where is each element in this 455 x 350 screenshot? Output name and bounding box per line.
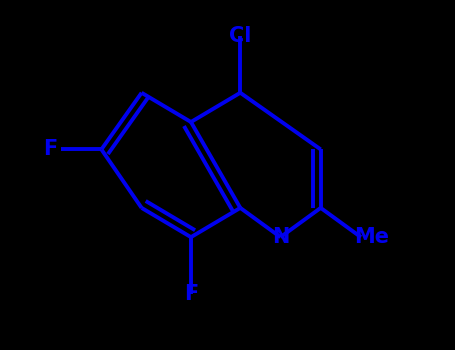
Text: F: F: [184, 284, 198, 304]
Text: Cl: Cl: [229, 26, 252, 46]
Text: Me: Me: [354, 227, 389, 247]
Text: F: F: [43, 139, 57, 159]
Text: N: N: [272, 227, 289, 247]
